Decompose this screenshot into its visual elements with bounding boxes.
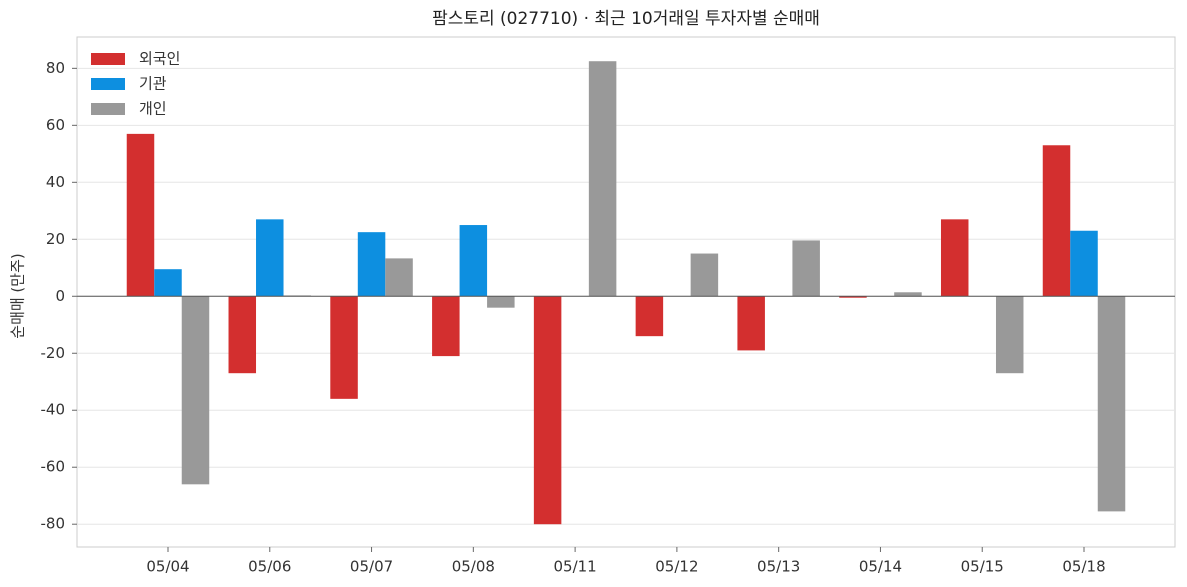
x-tick-label: 05/07 — [350, 558, 393, 576]
bar — [839, 296, 867, 298]
bar — [635, 296, 664, 337]
bar — [1042, 145, 1071, 297]
y-tick-label: 20 — [46, 230, 65, 248]
y-tick-label: -60 — [41, 458, 66, 476]
x-tick-label: 05/18 — [1062, 558, 1105, 576]
bar — [940, 219, 969, 297]
bar — [357, 232, 386, 297]
bar — [432, 296, 460, 357]
bar — [459, 225, 488, 297]
x-tick-label: 05/04 — [146, 558, 189, 576]
y-tick-label: 40 — [46, 173, 65, 191]
x-tick-label: 05/06 — [248, 558, 291, 576]
bar — [995, 296, 1024, 374]
bar — [154, 269, 182, 297]
x-tick-label: 05/14 — [859, 558, 902, 576]
bar — [126, 133, 155, 297]
y-tick-label: 60 — [46, 116, 65, 134]
bar — [385, 258, 413, 297]
bar — [256, 219, 284, 297]
bar — [792, 240, 820, 297]
bar — [1097, 296, 1126, 512]
y-tick-label: 0 — [55, 287, 65, 305]
legend-swatch — [91, 53, 125, 65]
legend-label: 기관 — [139, 75, 167, 93]
bar — [181, 296, 210, 485]
legend-label: 개인 — [139, 100, 167, 118]
legend-swatch — [91, 103, 125, 115]
plot-frame — [76, 36, 1176, 548]
x-tick-label: 05/15 — [961, 558, 1004, 576]
x-tick-label: 05/13 — [757, 558, 800, 576]
bar — [533, 296, 562, 525]
bar — [1070, 230, 1098, 297]
chart-title: 팜스토리 (027710) · 최근 10거래일 투자자별 순매매 — [432, 9, 820, 29]
x-tick-label: 05/11 — [553, 558, 596, 576]
bar — [894, 292, 922, 297]
y-tick-label: -80 — [41, 515, 66, 533]
y-tick-label: -40 — [41, 401, 66, 419]
bar — [330, 296, 358, 399]
bar — [737, 296, 765, 351]
bar — [487, 296, 515, 308]
bar — [228, 296, 257, 374]
x-tick-label: 05/08 — [452, 558, 495, 576]
bar — [690, 253, 719, 297]
bar — [588, 61, 617, 297]
legend-swatch — [91, 78, 125, 90]
y-axis-label: 순매매 (만주) — [9, 253, 27, 338]
y-tick-label: -20 — [41, 344, 66, 362]
x-tick-label: 05/12 — [655, 558, 698, 576]
y-tick-label: 80 — [46, 59, 65, 77]
legend-label: 외국인 — [139, 50, 180, 68]
